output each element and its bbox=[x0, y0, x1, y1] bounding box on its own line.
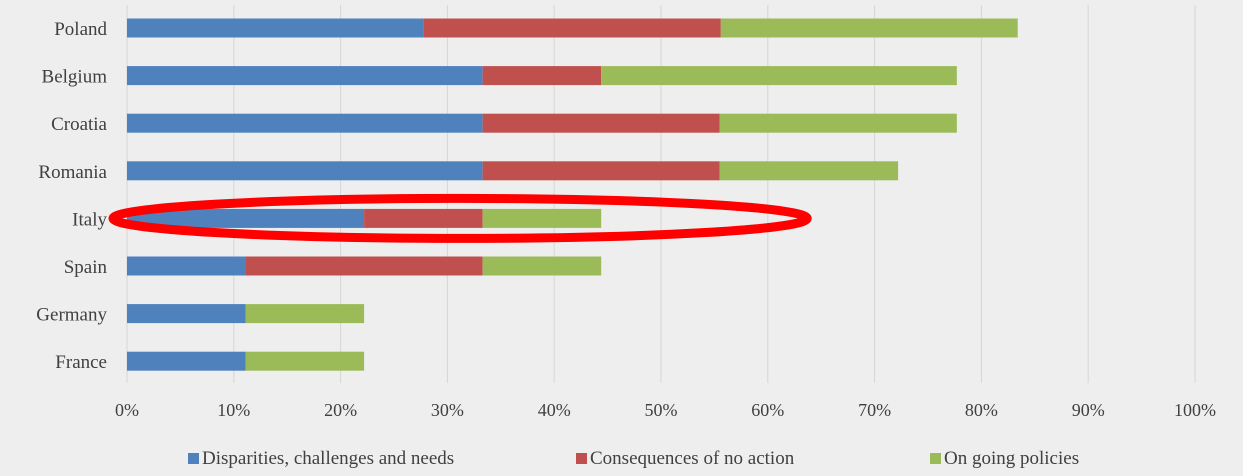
legend-item-on-going-policies: On going policies bbox=[930, 448, 1079, 469]
bar-on-going-policies bbox=[601, 66, 957, 86]
bar-disparities-challenges-and-needs bbox=[127, 113, 483, 133]
legend-item-disparities-challenges-and-needs: Disparities, challenges and needs bbox=[188, 448, 454, 469]
legend-label: Disparities, challenges and needs bbox=[202, 448, 454, 469]
x-tick-label: 0% bbox=[115, 400, 139, 420]
bar-disparities-challenges-and-needs bbox=[127, 161, 483, 181]
bar-disparities-challenges-and-needs bbox=[127, 256, 246, 276]
x-tick-label: 70% bbox=[858, 400, 891, 420]
category-label: Croatia bbox=[51, 114, 107, 135]
category-label: Germany bbox=[36, 305, 107, 326]
legend-label: On going policies bbox=[944, 448, 1079, 469]
x-tick-label: 100% bbox=[1174, 400, 1216, 420]
legend-swatch bbox=[930, 453, 941, 464]
x-tick-label: 60% bbox=[751, 400, 784, 420]
x-tick-label: 90% bbox=[1072, 400, 1105, 420]
x-axis-ticks: 0% 10% 20% 30% 40% 50% 60% 70% 80% 90% 100% bbox=[115, 400, 1216, 420]
bars bbox=[127, 18, 1018, 371]
gridlines bbox=[126, 5, 1196, 383]
bar-disparities-challenges-and-needs bbox=[127, 351, 246, 371]
category-label: Poland bbox=[54, 19, 107, 40]
category-label: Spain bbox=[64, 257, 108, 278]
bar-disparities-challenges-and-needs bbox=[127, 304, 246, 324]
bar-disparities-challenges-and-needs bbox=[127, 208, 365, 228]
legend-label: Consequences of no action bbox=[590, 448, 795, 469]
category-label: Romania bbox=[38, 162, 107, 183]
legend-swatch bbox=[576, 453, 587, 464]
bar-on-going-policies bbox=[719, 113, 957, 133]
bar-consequences-of-no-action bbox=[482, 113, 720, 133]
legend-item-consequences-of-no-action: Consequences of no action bbox=[576, 448, 795, 469]
category-label: France bbox=[55, 352, 107, 373]
bar-on-going-policies bbox=[482, 208, 602, 228]
bar-consequences-of-no-action bbox=[364, 208, 483, 228]
bar-consequences-of-no-action bbox=[482, 161, 720, 181]
bar-consequences-of-no-action bbox=[245, 256, 483, 276]
category-labels: Poland Belgium Croatia Romania Italy Spain Ger… bbox=[36, 19, 107, 373]
x-tick-label: 30% bbox=[431, 400, 464, 420]
bar-on-going-policies bbox=[245, 304, 365, 324]
legend-swatch bbox=[188, 453, 199, 464]
x-tick-label: 20% bbox=[324, 400, 357, 420]
bar-on-going-policies bbox=[719, 161, 899, 181]
bar-on-going-policies bbox=[482, 256, 602, 276]
bar-disparities-challenges-and-needs bbox=[127, 66, 483, 86]
x-tick-label: 10% bbox=[217, 400, 250, 420]
bar-consequences-of-no-action bbox=[482, 66, 602, 86]
bar-consequences-of-no-action bbox=[423, 18, 721, 38]
x-tick-label: 80% bbox=[965, 400, 998, 420]
legend: Disparities, challenges and needs Consequ… bbox=[188, 448, 1079, 469]
highlight-ellipse bbox=[108, 193, 812, 243]
x-tick-label: 40% bbox=[538, 400, 571, 420]
bar-on-going-policies bbox=[720, 18, 1018, 38]
bar-disparities-challenges-and-needs bbox=[127, 18, 424, 38]
annotations bbox=[108, 193, 812, 243]
x-tick-label: 50% bbox=[645, 400, 678, 420]
category-label: Italy bbox=[72, 209, 107, 230]
category-label: Belgium bbox=[42, 67, 108, 88]
bar-on-going-policies bbox=[245, 351, 365, 371]
